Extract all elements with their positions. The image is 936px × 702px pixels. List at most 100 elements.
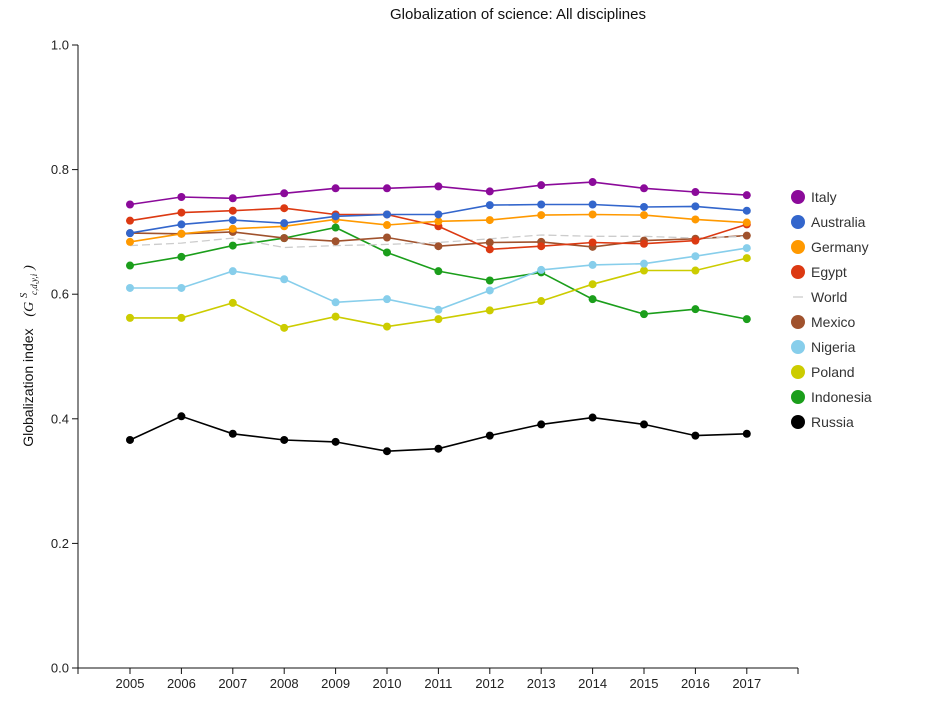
data-point-germany	[434, 217, 443, 226]
legend-marker-russia	[791, 415, 805, 429]
data-point-nigeria	[742, 244, 751, 253]
data-point-australia	[537, 200, 546, 209]
data-point-italy	[280, 189, 289, 198]
data-point-mexico	[434, 242, 443, 251]
chart-title: Globalization of science: All discipline…	[390, 6, 646, 23]
data-point-australia	[331, 212, 340, 221]
data-point-indonesia	[126, 261, 134, 270]
data-point-poland	[588, 280, 597, 289]
legend-label-australia: Australia	[811, 214, 866, 230]
data-point-russia	[383, 447, 391, 456]
data-point-australia	[280, 219, 289, 228]
data-point-egypt	[126, 216, 134, 225]
data-point-russia	[537, 420, 546, 429]
data-point-egypt	[177, 208, 186, 217]
data-point-germany	[485, 216, 494, 225]
data-point-indonesia	[331, 223, 340, 232]
x-tick-label: 2005	[116, 676, 145, 691]
data-point-nigeria	[691, 252, 700, 261]
data-point-australia	[228, 216, 237, 225]
data-point-australia	[691, 202, 700, 211]
data-point-indonesia	[485, 276, 494, 285]
data-point-germany	[177, 229, 186, 238]
legend-marker-australia	[791, 215, 805, 229]
series-line-nigeria	[130, 247, 747, 311]
data-point-poland	[228, 298, 237, 307]
data-point-nigeria	[588, 260, 597, 269]
y-tick-label: 0.6	[51, 287, 69, 302]
legend-marker-italy	[791, 190, 805, 204]
data-point-italy	[177, 193, 186, 202]
legend-label-poland: Poland	[811, 364, 855, 380]
x-tick-label: 2013	[527, 676, 556, 691]
legend-marker-mexico	[791, 315, 805, 329]
series-points	[126, 178, 751, 456]
data-point-italy	[331, 184, 340, 193]
y-axis-label-sup: S	[19, 293, 30, 298]
data-point-italy	[537, 181, 546, 190]
data-point-poland	[640, 266, 648, 275]
data-point-indonesia	[228, 241, 237, 250]
legend-marker-indonesia	[791, 390, 805, 404]
data-point-australia	[640, 202, 648, 211]
data-point-italy	[640, 184, 648, 193]
x-tick-label: 2012	[475, 676, 504, 691]
data-point-italy	[588, 178, 597, 187]
data-point-germany	[742, 218, 751, 227]
data-point-egypt	[228, 206, 237, 215]
y-axis-label-sub: c,d,y,i	[29, 273, 39, 295]
y-tick-label: 0.4	[51, 411, 69, 426]
legend-label-world: World	[811, 289, 847, 305]
data-point-italy	[742, 191, 751, 200]
data-point-italy	[383, 184, 391, 193]
x-tick-label: 2014	[578, 676, 607, 691]
data-point-nigeria	[485, 286, 494, 295]
x-tick-label: 2011	[424, 676, 452, 691]
data-point-egypt	[537, 242, 546, 251]
x-tick-label: 2010	[373, 676, 402, 691]
legend-label-italy: Italy	[811, 189, 837, 205]
data-point-poland	[742, 254, 751, 263]
data-point-poland	[126, 313, 134, 322]
data-point-russia	[280, 435, 289, 444]
data-point-indonesia	[640, 310, 648, 319]
data-point-russia	[691, 431, 700, 440]
data-point-nigeria	[537, 265, 546, 274]
legend-label-indonesia: Indonesia	[811, 389, 872, 405]
legend-label-germany: Germany	[811, 239, 869, 255]
data-point-poland	[434, 315, 443, 324]
data-point-nigeria	[434, 305, 443, 314]
data-point-germany	[588, 210, 597, 219]
data-point-poland	[485, 306, 494, 315]
data-point-italy	[691, 188, 700, 197]
data-point-nigeria	[383, 295, 391, 304]
data-point-nigeria	[228, 267, 237, 276]
x-axis: 2005 2006 2007 2008 2009 2010 2011 2012 2013 2014…	[77, 667, 799, 691]
legend-label-russia: Russia	[811, 414, 854, 430]
data-point-russia	[434, 444, 443, 453]
data-point-russia	[742, 429, 751, 438]
data-point-mexico	[383, 233, 391, 242]
data-point-germany	[228, 224, 237, 233]
legend-marker-poland	[791, 365, 805, 379]
legend-marker-germany	[791, 240, 805, 254]
data-point-indonesia	[691, 305, 700, 314]
data-point-russia	[588, 413, 597, 422]
legend-marker-egypt	[791, 265, 805, 279]
data-point-poland	[383, 322, 391, 331]
data-point-indonesia	[434, 267, 443, 276]
data-point-italy	[434, 182, 443, 191]
data-point-nigeria	[126, 283, 134, 292]
legend-label-mexico: Mexico	[811, 314, 856, 330]
data-point-nigeria	[177, 283, 186, 292]
data-point-egypt	[691, 236, 700, 245]
data-point-germany	[126, 237, 134, 246]
x-tick-label: 2006	[167, 676, 196, 691]
y-axis: 0.0 0.2 0.4 0.6 0.8 1.0	[51, 38, 79, 676]
legend: Italy Australia Germany Egypt World Mexico Nig…	[791, 189, 872, 430]
data-point-egypt	[485, 245, 494, 254]
data-point-australia	[742, 206, 751, 215]
y-tick-label: 0.2	[51, 536, 69, 551]
legend-marker-nigeria	[791, 340, 805, 354]
data-point-mexico	[331, 237, 340, 246]
